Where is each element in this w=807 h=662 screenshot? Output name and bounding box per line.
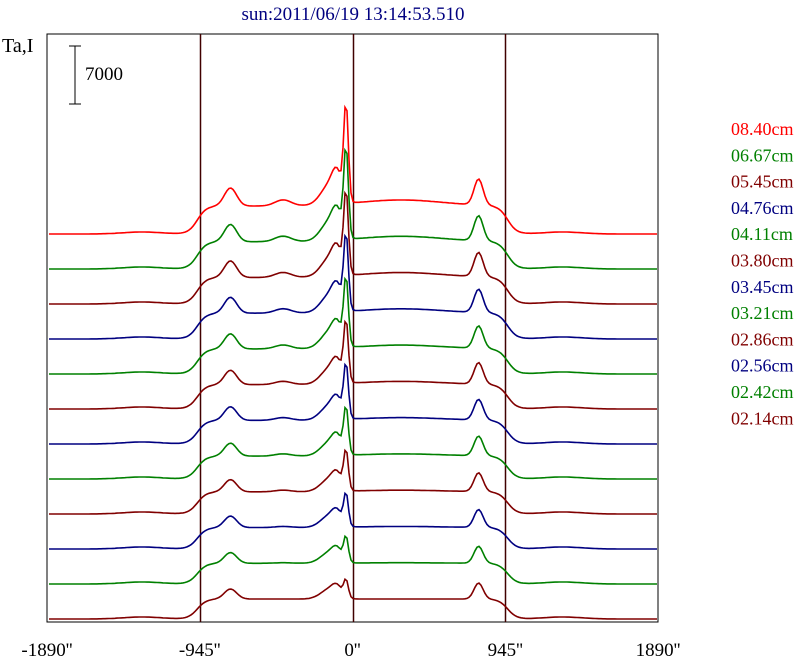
series-line	[49, 319, 657, 410]
x-tick-label: 1890''	[636, 640, 681, 661]
x-tick-label: -945''	[179, 640, 221, 661]
legend-entry: 04.11cm	[731, 224, 793, 244]
series-line	[49, 491, 657, 550]
scale-bar: 7000	[69, 45, 123, 105]
legend-entry: 02.86cm	[731, 329, 794, 349]
series-line	[49, 276, 657, 375]
legend-entry: 02.42cm	[731, 382, 794, 402]
legend-entry: 03.45cm	[731, 277, 794, 297]
legend-entry: 08.40cm	[731, 119, 794, 139]
y-axis-label: Ta,I	[2, 35, 33, 57]
reference-lines	[199, 34, 507, 622]
series-line	[49, 233, 657, 340]
x-tick-label: -1890''	[21, 640, 72, 661]
legend-entry: 02.14cm	[731, 408, 794, 428]
legend-entry: 03.80cm	[731, 251, 794, 271]
series-line	[49, 104, 657, 235]
legend-entry: 03.21cm	[731, 303, 794, 323]
series-line	[49, 190, 657, 305]
legend-entry: 06.67cm	[731, 145, 794, 165]
series-line	[49, 147, 657, 270]
legend: 08.40cm 06.67cm 05.45cm 04.76cm 04.11cm 03.80…	[731, 119, 794, 428]
series-lines	[49, 104, 657, 620]
x-tick-labels: -1890'' -945'' 0'' 945'' 1890''	[21, 640, 680, 661]
legend-entry: 04.76cm	[731, 198, 794, 218]
scale-bar-label: 7000	[85, 64, 123, 85]
x-tick-label: 0''	[344, 640, 360, 661]
series-line	[49, 577, 657, 620]
chart-title: sun:2011/06/19 13:14:53.510	[241, 4, 464, 25]
x-tick-label: 945''	[488, 640, 523, 661]
series-line	[49, 362, 657, 445]
plot-frame	[46, 33, 659, 623]
series-line	[49, 405, 657, 480]
series-line	[49, 534, 657, 585]
legend-entry: 02.56cm	[731, 356, 794, 376]
series-line	[49, 448, 657, 515]
legend-entry: 05.45cm	[731, 172, 794, 192]
